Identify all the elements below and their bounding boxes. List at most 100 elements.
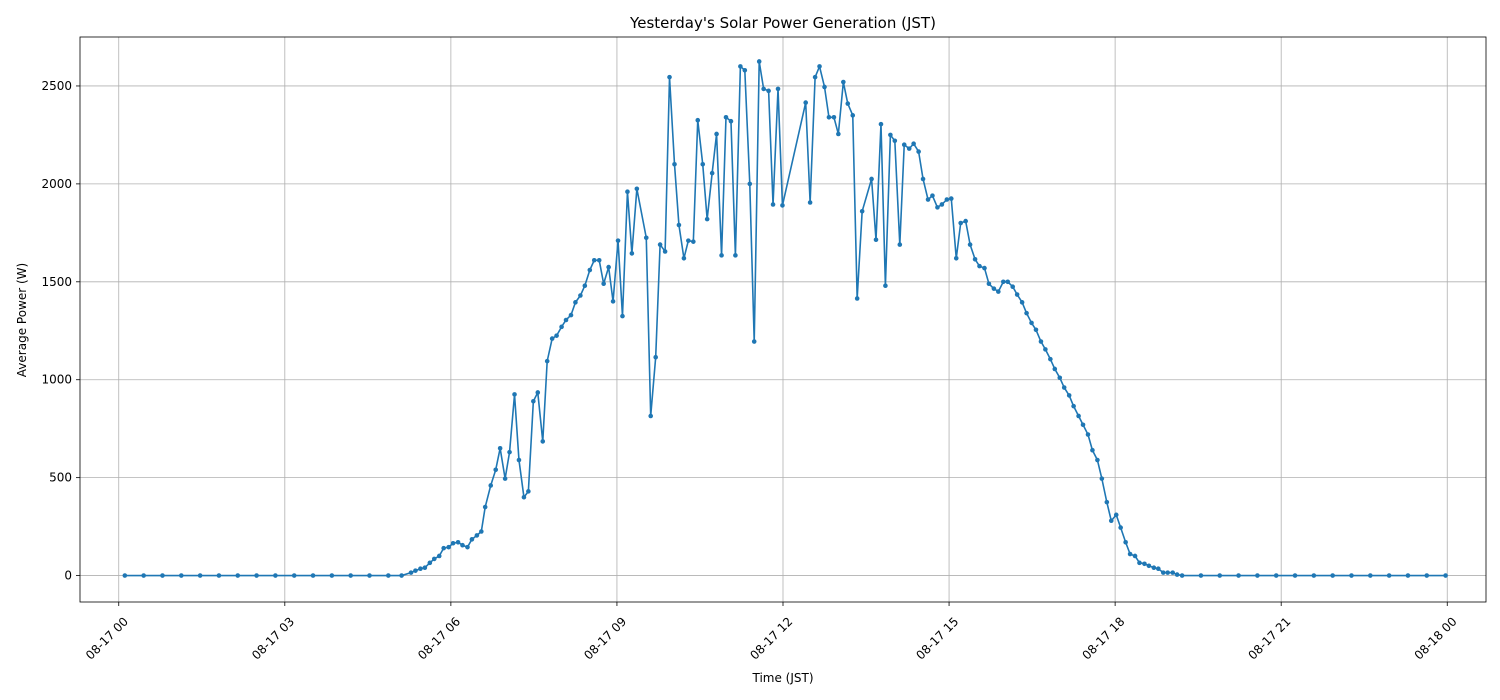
data-point — [367, 573, 372, 578]
data-point — [817, 64, 822, 69]
data-point — [1198, 573, 1204, 578]
data-point — [695, 117, 701, 123]
data-point — [1174, 572, 1180, 577]
data-point — [386, 573, 391, 578]
series-layer — [122, 59, 1448, 578]
data-point — [1236, 573, 1241, 578]
data-point — [235, 573, 241, 578]
data-point — [822, 84, 827, 90]
data-point — [869, 176, 874, 182]
data-point — [1123, 539, 1128, 545]
data-point — [578, 293, 583, 298]
data-point — [122, 573, 128, 578]
data-point — [751, 339, 757, 344]
data-point — [1024, 310, 1029, 316]
data-point — [591, 257, 597, 263]
y-axis-label: Average Power (W) — [15, 263, 29, 377]
data-point — [803, 100, 808, 105]
y-tick-label: 1500 — [41, 275, 72, 289]
data-point — [1405, 573, 1411, 578]
data-point — [1090, 447, 1095, 453]
data-point — [615, 238, 621, 243]
data-point — [450, 540, 456, 546]
data-point — [986, 281, 992, 287]
data-point — [935, 205, 940, 210]
data-point — [756, 59, 762, 64]
data-point — [531, 398, 536, 404]
data-point — [1132, 553, 1138, 559]
data-point — [1330, 573, 1335, 578]
data-point — [465, 544, 470, 550]
data-point — [493, 467, 499, 473]
data-point — [1368, 573, 1373, 578]
data-point — [672, 162, 677, 167]
grid-layer — [80, 37, 1486, 602]
data-point — [455, 539, 461, 545]
data-point — [761, 86, 766, 92]
data-point — [972, 256, 978, 262]
data-point — [883, 283, 888, 289]
data-point — [549, 336, 555, 341]
data-point — [700, 162, 706, 167]
data-point — [723, 114, 729, 120]
data-point — [1038, 339, 1044, 344]
data-point — [254, 573, 259, 578]
data-point — [1052, 366, 1058, 372]
x-tick-label: 08-17 03 — [249, 614, 297, 662]
x-tick-label: 08-17 00 — [83, 614, 131, 662]
data-point — [1170, 570, 1175, 575]
data-point — [436, 553, 442, 559]
data-point — [944, 197, 950, 202]
data-point — [1142, 561, 1147, 567]
data-point — [197, 573, 203, 578]
data-point — [733, 253, 738, 258]
data-point — [911, 141, 916, 147]
data-point — [873, 237, 879, 242]
x-axis-label: Time (JST) — [751, 671, 813, 685]
data-point — [1066, 393, 1072, 398]
data-point — [1273, 573, 1279, 578]
data-point — [482, 504, 488, 510]
data-point — [709, 170, 715, 176]
data-point — [662, 249, 668, 254]
x-tick-label: 08-17 15 — [913, 614, 961, 662]
data-point — [521, 494, 527, 500]
data-point — [1005, 279, 1011, 285]
data-point — [738, 64, 743, 69]
data-point — [681, 255, 687, 261]
data-point — [982, 265, 987, 271]
data-point — [526, 489, 531, 494]
data-point — [958, 220, 963, 226]
data-point — [1160, 570, 1166, 575]
data-point — [1151, 565, 1157, 571]
data-point — [1349, 573, 1354, 578]
data-point — [1156, 566, 1161, 572]
series-line — [124, 60, 1446, 577]
data-point — [559, 324, 564, 330]
data-point — [948, 196, 954, 201]
data-point — [686, 238, 691, 243]
data-point — [216, 573, 222, 578]
data-point — [657, 242, 663, 247]
data-point — [1010, 284, 1016, 290]
data-point — [859, 209, 865, 214]
data-point — [488, 483, 494, 488]
data-point — [1424, 573, 1430, 578]
data-point — [1080, 422, 1086, 428]
data-point — [446, 544, 451, 550]
data-point — [766, 88, 771, 94]
data-point — [704, 216, 710, 222]
data-point — [648, 413, 653, 419]
data-point — [991, 286, 997, 291]
data-point — [348, 573, 353, 578]
data-point — [610, 299, 616, 304]
y-tick-label: 2000 — [41, 177, 72, 191]
data-point — [653, 354, 658, 360]
data-point — [1085, 432, 1091, 437]
data-point — [629, 251, 635, 256]
y-tick-label: 500 — [49, 471, 72, 485]
data-point — [888, 132, 893, 138]
data-point — [1019, 300, 1025, 305]
data-point — [469, 537, 475, 542]
data-point — [441, 545, 446, 551]
